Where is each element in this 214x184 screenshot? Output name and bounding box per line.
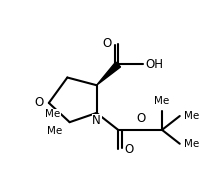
- Text: O: O: [34, 96, 43, 109]
- Text: N: N: [92, 114, 101, 128]
- Polygon shape: [97, 62, 120, 85]
- Text: Me: Me: [47, 126, 62, 136]
- Text: Me: Me: [45, 109, 60, 119]
- Text: O: O: [124, 143, 134, 156]
- Text: Me: Me: [184, 111, 200, 121]
- Text: Me: Me: [184, 139, 200, 149]
- Text: OH: OH: [146, 58, 164, 71]
- Text: O: O: [103, 37, 112, 50]
- Text: Me: Me: [155, 96, 170, 106]
- Text: O: O: [137, 112, 146, 125]
